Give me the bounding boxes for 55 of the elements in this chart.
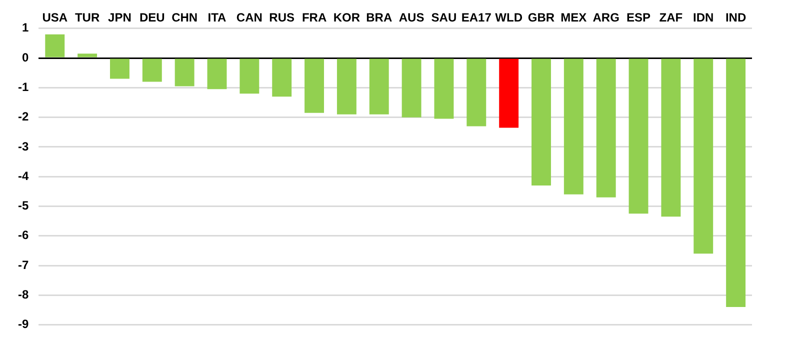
bar [45, 34, 65, 58]
bar [434, 58, 454, 119]
x-tick-label: SAU [431, 10, 457, 25]
bar [661, 58, 681, 217]
x-tick-label: ARG [592, 10, 620, 25]
bar [142, 58, 162, 82]
bar [596, 58, 616, 198]
y-tick-label: -5 [18, 198, 29, 213]
x-tick-label: IDN [693, 10, 714, 25]
bar [336, 58, 356, 114]
x-tick-label: WLD [495, 10, 523, 25]
y-tick-label: -9 [18, 317, 29, 332]
bar [207, 58, 227, 90]
bar [532, 58, 551, 186]
y-tick-label: 0 [22, 50, 29, 64]
bar [78, 54, 98, 58]
x-tick-label: RUS [269, 10, 295, 25]
bar [564, 58, 584, 194]
bar [726, 58, 746, 308]
bar [240, 58, 260, 94]
x-tick-label: MEX [560, 10, 587, 25]
x-tick-label: BRA [366, 10, 392, 25]
x-tick-label: FRA [302, 10, 327, 25]
y-tick-label: -2 [18, 110, 29, 124]
bar [110, 58, 130, 79]
x-tick-label: AUS [398, 10, 424, 25]
x-tick-label: CHN [172, 10, 198, 25]
y-tick-label: -7 [18, 258, 29, 272]
x-tick-label: CAN [236, 10, 262, 25]
bar [466, 58, 486, 126]
y-tick-label: -4 [18, 168, 29, 183]
x-tick-label: KOR [333, 10, 360, 25]
x-tick-label: USA [42, 10, 68, 25]
y-tick-label: -1 [18, 80, 29, 94]
x-tick-label: ITA [208, 10, 227, 25]
x-tick-label: DEU [139, 10, 165, 25]
x-tick-label: EA17 [461, 10, 492, 25]
x-tick-label: IND [725, 10, 746, 25]
bar [694, 58, 714, 254]
y-tick-label: -8 [18, 287, 29, 302]
y-tick-label: -6 [18, 228, 29, 242]
x-tick-label: ESP [626, 10, 651, 25]
x-tick-label: JPN [108, 10, 132, 25]
bar [402, 58, 422, 118]
bar [304, 58, 324, 113]
bar [272, 58, 292, 97]
y-tick-label: 1 [22, 20, 29, 35]
y-tick-label: -3 [18, 139, 29, 154]
x-tick-label: GBR [528, 10, 555, 25]
bar [499, 58, 519, 128]
bar [628, 58, 648, 214]
bar [369, 58, 389, 114]
x-tick-label: ZAF [659, 10, 683, 25]
bar [174, 58, 194, 86]
x-tick-label: TUR [74, 10, 100, 25]
